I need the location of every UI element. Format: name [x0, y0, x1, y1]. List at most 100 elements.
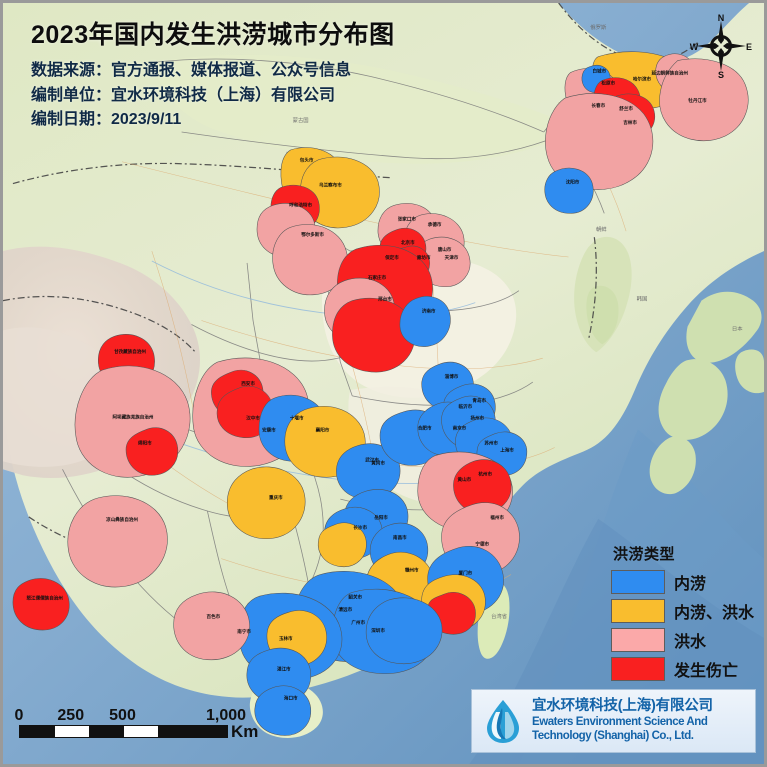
- region-label-53: 广州市: [351, 619, 365, 626]
- scale-bar: 0 250 500 1,000 Km: [15, 705, 259, 741]
- region-label-15: 承德市: [427, 221, 442, 228]
- region-label-44: 扬州市: [470, 415, 484, 422]
- region-label-38: 黄冈市: [371, 459, 385, 466]
- company-name-cn: 宜水环境科技(上海)有限公司: [532, 698, 713, 715]
- region-label-23: 淄博市: [445, 373, 459, 380]
- scale-segment-0: [20, 726, 55, 737]
- region-label-4: 舒兰市: [619, 105, 633, 112]
- region-label-0: 哈尔滨市: [633, 75, 652, 82]
- legend-title: 洪涝类型: [613, 546, 676, 563]
- region-label-57: 湛江市: [277, 666, 291, 673]
- legend-item-0[interactable]: 内涝: [611, 570, 754, 594]
- region-label-5: 延边朝鲜族自治州: [651, 69, 689, 76]
- region-label-59: 南宁市: [237, 628, 251, 635]
- scale-segment-4: [158, 726, 193, 737]
- region-label-54: 深圳市: [371, 627, 385, 634]
- region-label-48: 黄山市: [458, 476, 472, 483]
- compass-west-label: W: [690, 42, 699, 52]
- scale-bar-graphic: [19, 725, 228, 738]
- region-label-3: 吉林市: [623, 119, 637, 126]
- legend-rows: 内涝内涝、洪水洪水发生伤亡: [611, 570, 754, 681]
- compass-north-label: N: [718, 13, 725, 23]
- region-label-36: 重庆市: [269, 494, 283, 501]
- company-name-en-line1: Ewaters Environment Science And: [532, 715, 708, 728]
- company-logo-box: 宜水环境科技(上海)有限公司 Ewaters Environment Scien…: [471, 689, 756, 753]
- neighbor-label-2: 朝鲜: [596, 225, 607, 233]
- region-label-46: 上海市: [500, 446, 514, 453]
- legend-label-0: 内涝: [674, 576, 707, 593]
- region-label-35: 襄阳市: [315, 427, 330, 434]
- compass-east-label: E: [746, 42, 752, 52]
- region-label-31: 西安市: [241, 380, 255, 387]
- legend-item-1[interactable]: 内涝、洪水: [611, 599, 754, 623]
- region-label-29: 凉山彝族自治州: [106, 516, 138, 523]
- compile-date-line: 编制日期：2023/9/11: [31, 111, 182, 129]
- neighbor-label-0: 俄罗斯: [590, 23, 607, 31]
- region-label-18: 保定市: [384, 254, 399, 261]
- legend-item-3[interactable]: 发生伤亡: [611, 657, 754, 681]
- region-label-24: 青岛市: [472, 397, 486, 404]
- scale-segment-2: [89, 726, 124, 737]
- region-label-43: 南京市: [453, 425, 467, 432]
- region-label-13: 张家口市: [398, 215, 417, 222]
- region-label-7: 白城市: [592, 67, 606, 74]
- region-label-45: 苏州市: [484, 440, 498, 447]
- region-label-21: 邢台市: [378, 296, 392, 303]
- legend: 洪涝类型 内涝内涝、洪水洪水发生伤亡: [611, 543, 754, 686]
- region-label-30: 怒江傈僳族自治州: [26, 594, 63, 601]
- scale-segment-3: [123, 726, 158, 737]
- region-label-49: 福州市: [489, 514, 504, 521]
- legend-swatch-1: [611, 599, 665, 623]
- region-label-47: 杭州市: [478, 470, 492, 477]
- scale-tick-labels: 0 250 500 1,000: [15, 705, 246, 725]
- region-label-26: 甘孜藏族自治州: [114, 348, 146, 355]
- neighbor-label-4: 日本: [732, 324, 743, 332]
- region-label-25: 临沂市: [459, 403, 473, 410]
- region-label-56: 韶关市: [348, 593, 362, 600]
- region-label-41: 南昌市: [393, 534, 407, 541]
- region-label-55: 清远市: [338, 606, 352, 613]
- region-label-34: 十堰市: [290, 415, 304, 422]
- legend-item-2[interactable]: 洪水: [611, 628, 754, 652]
- data-source-line: 数据来源：官方通报、媒体报道、公众号信息: [31, 61, 352, 79]
- neighbor-label-5: 台湾省: [491, 612, 508, 620]
- region-label-39: 岳阳市: [374, 514, 388, 521]
- region-label-10: 呼和浩特市: [289, 201, 312, 208]
- region-label-37: 武汉市: [365, 456, 379, 463]
- company-name-text: 宜水环境科技(上海)有限公司 Ewaters Environment Scien…: [532, 698, 749, 743]
- scale-tick-1: 250: [57, 707, 85, 724]
- compass-south-label: S: [718, 70, 724, 79]
- region-label-33: 安康市: [262, 427, 276, 434]
- region-label-19: 廊坊市: [417, 254, 431, 261]
- region-label-12: 鄂尔多斯市: [301, 231, 324, 238]
- region-label-52: 赣州市: [405, 567, 419, 574]
- scale-segment-5: [192, 726, 227, 737]
- title-block: 2023年国内发生洪涝城市分布图 数据来源：官方通报、媒体报道、公众号信息 编制…: [31, 21, 395, 133]
- scale-unit-label: Km: [231, 722, 259, 741]
- region-label-51: 厦门市: [459, 569, 473, 576]
- legend-label-2: 洪水: [674, 634, 707, 651]
- region-label-9: 乌兰察布市: [319, 182, 342, 189]
- region-label-17: 天津市: [445, 254, 459, 261]
- neighbor-label-3: 韩国: [637, 295, 648, 303]
- scale-tick-0: 0: [14, 707, 24, 724]
- neighbor-label-1: 蒙古国: [293, 116, 309, 124]
- compiler-line: 编制单位：宜水环境科技（上海）有限公司: [31, 86, 336, 104]
- scale-tick-2: 500: [109, 707, 136, 724]
- legend-swatch-0: [611, 570, 665, 594]
- scale-tick-3: 1,000: [205, 707, 247, 724]
- legend-label-1: 内涝、洪水: [674, 605, 755, 622]
- water-drop-icon: [478, 696, 528, 746]
- region-label-14: 北京市: [401, 239, 415, 246]
- region-label-8: 沈阳市: [566, 179, 580, 186]
- region-label-27: 阿坝藏族羌族自治州: [113, 414, 154, 421]
- region-label-1: 牡丹江市: [688, 97, 707, 104]
- region-label-58: 玉林市: [279, 635, 293, 642]
- region-label-28: 绵阳市: [138, 440, 152, 447]
- region-label-32: 汉中市: [246, 415, 260, 422]
- region-label-16: 唐山市: [438, 246, 452, 253]
- scale-segment-1: [54, 726, 89, 737]
- region-label-2: 长春市: [591, 102, 605, 109]
- region-label-61: 海口市: [284, 695, 298, 702]
